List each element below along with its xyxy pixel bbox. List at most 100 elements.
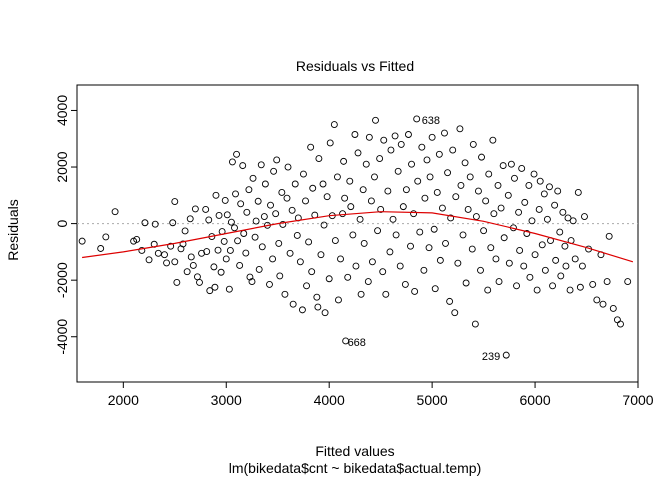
data-point: [245, 186, 253, 194]
chart-marks: 638 668 239: [77, 115, 638, 363]
data-point: [557, 272, 565, 280]
data-point: [495, 278, 503, 286]
data-point: [258, 243, 266, 251]
data-point: [505, 259, 513, 267]
data-point: [234, 237, 242, 245]
data-point: [220, 237, 228, 245]
data-point: [399, 203, 407, 211]
data-point: [418, 143, 426, 151]
data-point: [456, 125, 464, 133]
data-point: [410, 210, 418, 218]
data-point: [441, 129, 448, 137]
data-point: [211, 283, 219, 291]
data-point: [462, 279, 470, 287]
data-point: [444, 169, 452, 177]
data-point: [102, 233, 110, 241]
data-point: [273, 156, 281, 164]
data-point: [288, 206, 296, 214]
data-point: [487, 244, 495, 252]
data-point: [367, 197, 375, 205]
data-point: [500, 234, 508, 242]
data-point: [337, 255, 344, 263]
data-point: [349, 231, 357, 239]
data-point: [257, 161, 265, 169]
data-point: [379, 268, 387, 276]
outlier-label: 638: [422, 115, 440, 127]
data-point: [414, 177, 422, 185]
data-point: [359, 186, 367, 194]
data-point: [154, 249, 162, 257]
data-point: [559, 208, 567, 216]
data-point: [551, 201, 559, 209]
smoother-line: [82, 211, 634, 263]
data-point: [386, 248, 394, 256]
chart-subtitle: lm(bikedata$cnt ~ bikedata$actual.temp): [229, 460, 482, 476]
data-point: [562, 262, 570, 270]
data-point: [411, 288, 419, 295]
data-point: [138, 247, 146, 254]
data-point: [613, 316, 621, 324]
data-point: [237, 200, 245, 208]
data-point: [181, 227, 189, 235]
data-point: [227, 218, 235, 226]
data-point: [314, 303, 322, 311]
data-point: [442, 239, 449, 247]
data-point: [454, 259, 462, 267]
data-point: [169, 219, 177, 227]
data-point: [609, 305, 617, 312]
data-point: [420, 266, 428, 274]
data-point: [554, 187, 562, 195]
data-point: [111, 208, 119, 216]
data-point: [494, 181, 502, 189]
x-tick-label: 5000: [417, 392, 448, 408]
data-point: [242, 249, 250, 257]
data-point: [189, 262, 197, 269]
data-point: [571, 255, 579, 263]
data-point: [191, 205, 199, 213]
data-point: [231, 224, 238, 232]
data-point: [368, 258, 376, 266]
data-point: [226, 247, 234, 254]
data-point: [451, 309, 459, 317]
data-point: [167, 242, 175, 250]
data-point: [446, 297, 454, 305]
data-point: [246, 273, 254, 281]
data-point: [431, 285, 439, 293]
data-point: [513, 282, 520, 290]
data-point: [254, 197, 262, 205]
y-tick-label: 4000: [54, 95, 70, 126]
data-point: [296, 258, 304, 266]
data-point: [163, 259, 171, 267]
plot-frame: [76, 84, 639, 383]
data-point: [315, 155, 323, 162]
data-point: [477, 266, 484, 274]
data-point: [372, 116, 379, 124]
data-point: [533, 286, 541, 294]
data-point: [261, 180, 269, 188]
data-point: [240, 230, 248, 237]
data-point: [564, 214, 572, 222]
x-axis-label: Fitted values: [315, 443, 394, 459]
data-point: [284, 163, 292, 171]
data-point: [426, 173, 434, 181]
data-point: [546, 183, 553, 191]
chart-title: Residuals vs Fitted: [296, 58, 414, 74]
data-point: [269, 255, 277, 263]
data-point: [504, 191, 512, 199]
data-point: [357, 290, 365, 298]
data-point: [433, 189, 441, 196]
data-point: [407, 242, 414, 250]
data-point: [376, 155, 384, 162]
data-point: [536, 177, 544, 185]
data-point: [523, 230, 531, 237]
data-point: [435, 150, 443, 158]
data-point: [552, 256, 560, 264]
data-point: [225, 285, 233, 293]
data-point: [364, 278, 372, 286]
data-point: [362, 160, 370, 168]
data-point: [497, 204, 505, 212]
data-point: [249, 174, 257, 182]
data-point: [457, 181, 465, 189]
data-point: [518, 164, 526, 172]
data-point: [521, 198, 529, 206]
